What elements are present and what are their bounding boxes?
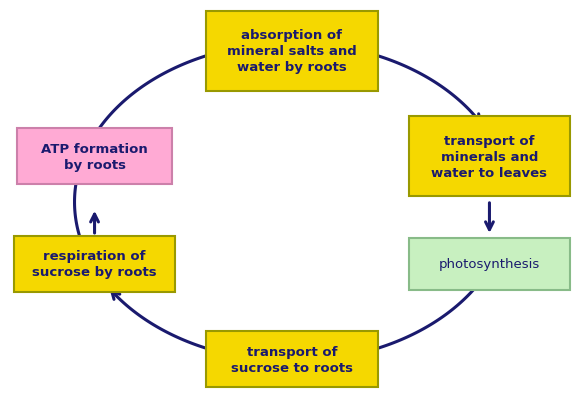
FancyBboxPatch shape — [206, 331, 378, 387]
Text: photosynthesis: photosynthesis — [439, 258, 540, 271]
Text: respiration of
sucrose by roots: respiration of sucrose by roots — [32, 249, 157, 279]
Text: transport of
sucrose to roots: transport of sucrose to roots — [231, 345, 353, 374]
FancyBboxPatch shape — [15, 236, 175, 292]
Text: transport of
minerals and
water to leaves: transport of minerals and water to leave… — [432, 134, 547, 179]
Text: absorption of
mineral salts and
water by roots: absorption of mineral salts and water by… — [227, 29, 357, 74]
FancyBboxPatch shape — [18, 129, 172, 185]
FancyBboxPatch shape — [409, 117, 569, 196]
FancyBboxPatch shape — [409, 238, 569, 290]
Text: ATP formation
by roots: ATP formation by roots — [41, 143, 148, 171]
FancyBboxPatch shape — [206, 12, 378, 92]
